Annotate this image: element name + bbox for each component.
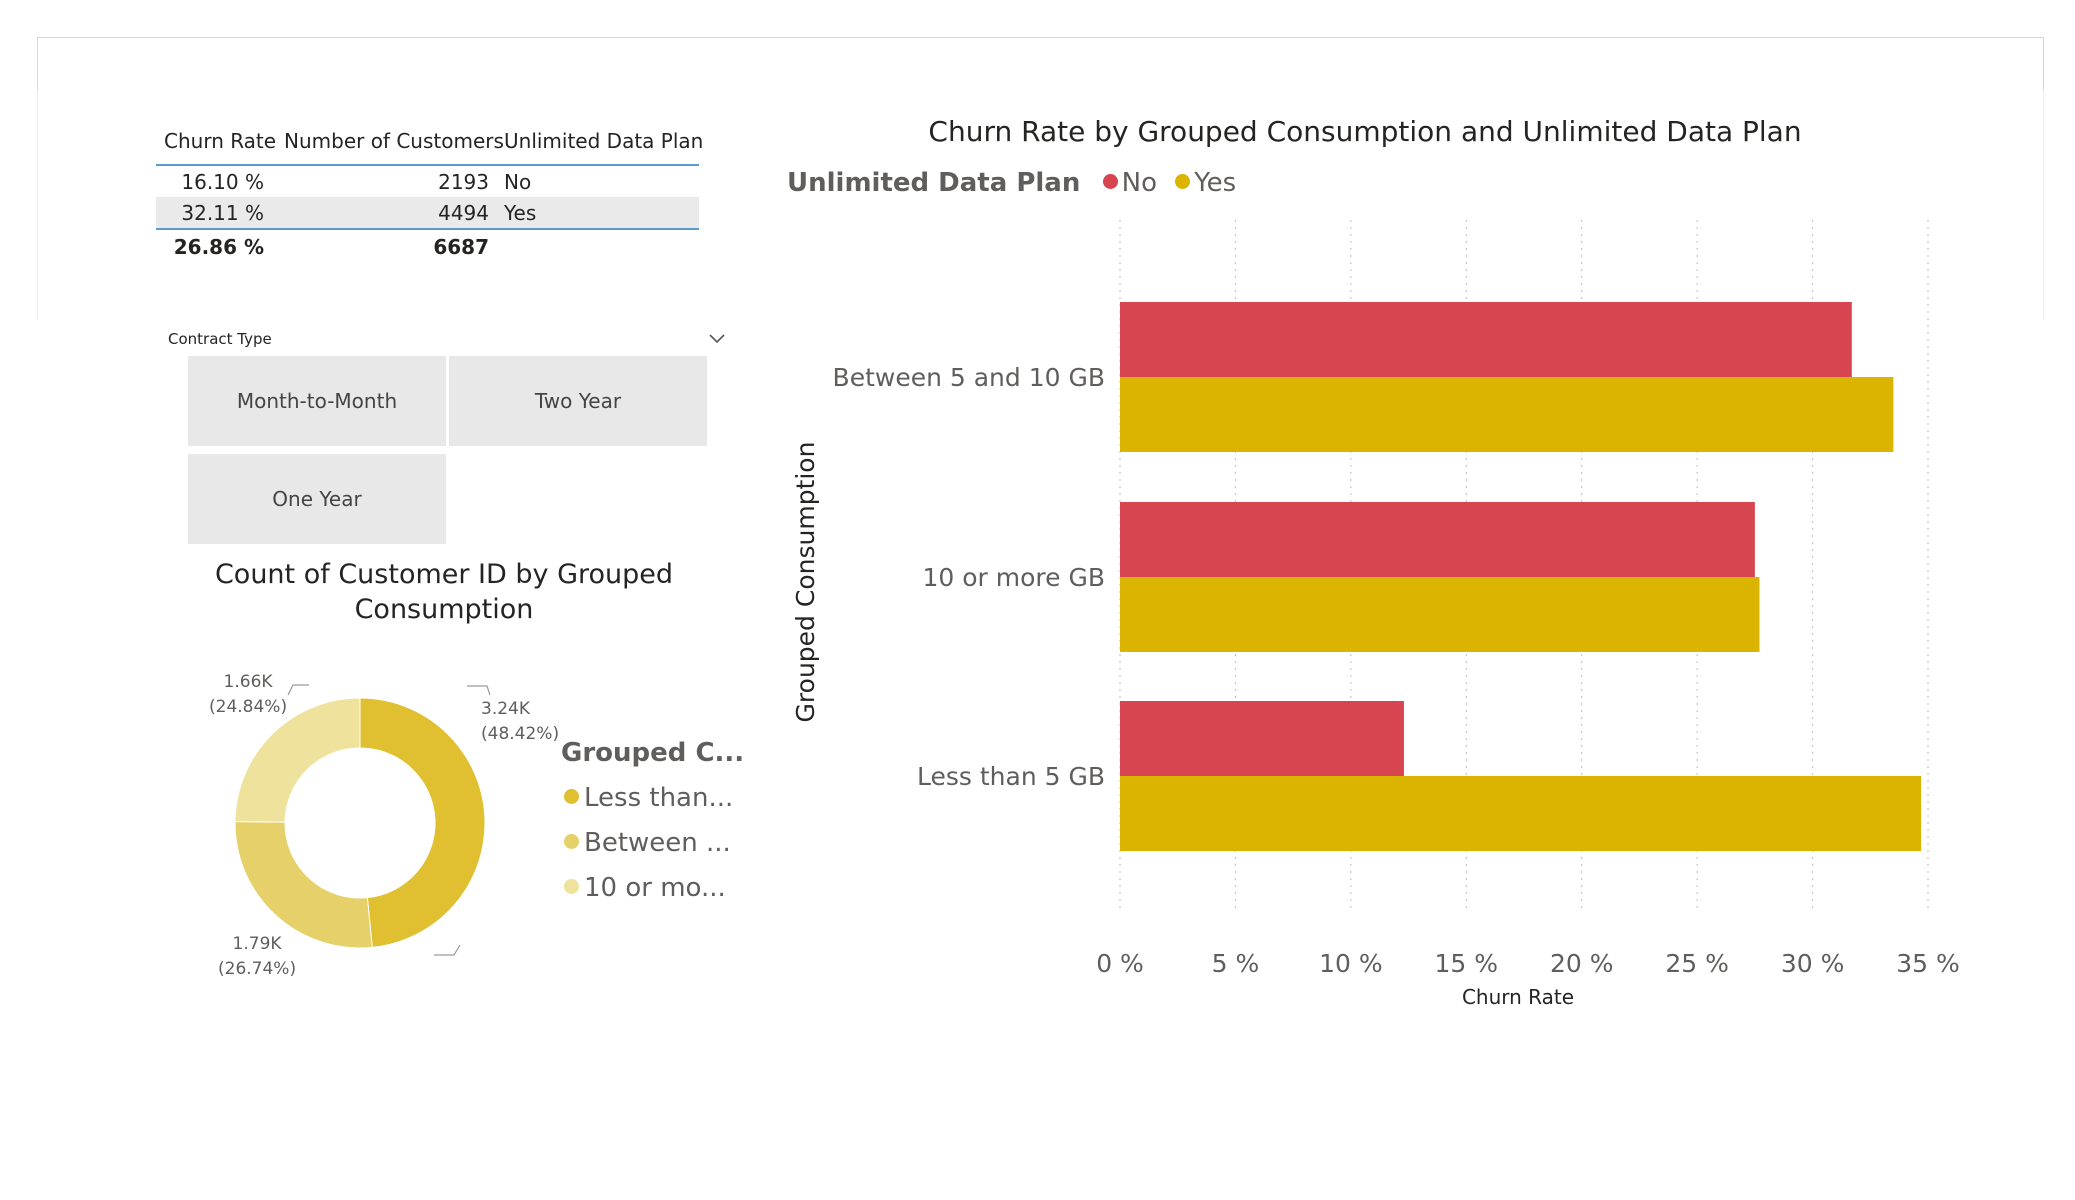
x-tick-label: 5 % xyxy=(1212,949,1260,978)
cell-customers: 2193 xyxy=(438,169,489,194)
slicer-option-two-year[interactable]: Two Year xyxy=(449,356,707,446)
legend-dot-icon xyxy=(564,789,579,804)
summary-table[interactable]: Churn Rate Number of Customers Unlimited… xyxy=(156,118,703,264)
leader-line xyxy=(434,944,461,956)
bar-legend-item-no[interactable]: No xyxy=(1102,168,1157,198)
legend-dot-icon xyxy=(564,879,579,894)
legend-dot-icon xyxy=(1175,174,1191,189)
legend-label: 10 or mo... xyxy=(584,873,726,903)
donut-data-label: 1.79K (26.74%) xyxy=(218,932,296,982)
slicer-title: Contract Type xyxy=(168,330,272,348)
header-unlimited-data-plan[interactable]: Unlimited Data Plan xyxy=(504,129,704,153)
donut-legend-item[interactable]: Less than... xyxy=(564,783,733,813)
bar-legend-item-yes[interactable]: Yes xyxy=(1175,168,1236,198)
legend-label: Yes xyxy=(1194,168,1237,198)
donut-label-value: 3.24K xyxy=(481,699,530,719)
donut-label-pct: (48.42%) xyxy=(481,724,560,744)
x-tick-label: 15 % xyxy=(1435,949,1499,978)
x-tick-label: 35 % xyxy=(1896,949,1960,978)
table-total-row: 26.86 % 6687 xyxy=(156,230,699,264)
table-header: Churn Rate Number of Customers Unlimited… xyxy=(156,118,703,166)
donut-slice[interactable] xyxy=(234,697,361,823)
donut-chart[interactable] xyxy=(190,655,530,985)
leader-line xyxy=(287,684,309,696)
x-tick-label: 25 % xyxy=(1665,949,1729,978)
report-canvas-frame xyxy=(37,37,2044,320)
legend-dot-icon xyxy=(564,834,579,849)
x-tick-label: 10 % xyxy=(1319,949,1383,978)
cell-customers: 4494 xyxy=(438,200,489,225)
bar-yes[interactable] xyxy=(1120,577,1760,652)
slicer-option-month-to-month[interactable]: Month-to-Month xyxy=(188,356,446,446)
donut-slice[interactable] xyxy=(359,697,486,948)
x-tick-label: 20 % xyxy=(1550,949,1614,978)
cell-plan: Yes xyxy=(504,200,537,225)
table-row[interactable]: 16.10 % 2193 No xyxy=(156,166,699,197)
donut-legend-item[interactable]: Between ... xyxy=(564,828,731,858)
legend-dot-icon xyxy=(1102,174,1118,189)
donut-label-pct: (26.74%) xyxy=(218,959,297,979)
chevron-down-icon[interactable] xyxy=(706,328,728,350)
bar-legend-title: Unlimited Data Plan xyxy=(787,168,1081,198)
bar-yes[interactable] xyxy=(1120,776,1922,851)
header-number-of-customers[interactable]: Number of Customers xyxy=(284,129,504,153)
donut-legend-title: Grouped C... xyxy=(561,738,745,768)
bar-no[interactable] xyxy=(1120,302,1852,377)
header-churn-rate[interactable]: Churn Rate xyxy=(164,129,277,153)
y-category-label: Between 5 and 10 GB xyxy=(833,363,1105,392)
x-tick-label: 0 % xyxy=(1096,949,1144,978)
total-churn-rate: 26.86 % xyxy=(173,235,264,259)
donut-data-label: 1.66K (24.84%) xyxy=(209,670,287,720)
donut-data-label: 3.24K (48.42%) xyxy=(481,697,559,747)
donut-legend-item[interactable]: 10 or mo... xyxy=(564,873,726,903)
donut-label-value: 1.79K xyxy=(232,934,282,954)
bar-yes[interactable] xyxy=(1120,377,1894,452)
donut-label-pct: (24.84%) xyxy=(209,697,288,717)
y-axis-title: Grouped Consumption xyxy=(791,442,820,723)
legend-label: Between ... xyxy=(584,828,731,858)
donut-slice[interactable] xyxy=(234,821,373,949)
table-row[interactable]: 32.11 % 4494 Yes xyxy=(156,197,699,230)
bar-no[interactable] xyxy=(1120,502,1755,577)
donut-label-value: 1.66K xyxy=(223,672,273,692)
slicer-option-one-year[interactable]: One Year xyxy=(188,454,446,544)
leader-line xyxy=(467,685,491,696)
donut-title-line1: Count of Customer ID by Grouped xyxy=(214,559,674,590)
x-tick-label: 30 % xyxy=(1781,949,1845,978)
total-customers: 6687 xyxy=(433,235,489,259)
bar-chart-legend: Unlimited Data Plan No Yes xyxy=(787,168,1246,198)
y-category-label: Less than 5 GB xyxy=(917,762,1105,791)
bar-no[interactable] xyxy=(1120,701,1404,776)
donut-chart-title: Count of Customer ID by Grouped Consumpt… xyxy=(190,557,698,627)
cell-plan: No xyxy=(504,169,532,194)
donut-title-line2: Consumption xyxy=(354,594,534,625)
cell-churn-rate: 16.10 % xyxy=(181,169,264,194)
x-axis-title: Churn Rate xyxy=(1462,985,1574,1009)
legend-label: Less than... xyxy=(584,783,734,813)
bar-chart-title: Churn Rate by Grouped Consumption and Un… xyxy=(928,115,1802,148)
y-category-label: 10 or more GB xyxy=(922,563,1105,592)
cell-churn-rate: 32.11 % xyxy=(181,200,264,225)
bar-chart[interactable]: 0 % 5 % 10 % 15 % 20 % 25 % 30 % 35 % Between 5… xyxy=(780,210,1980,1030)
legend-label: No xyxy=(1121,168,1157,198)
